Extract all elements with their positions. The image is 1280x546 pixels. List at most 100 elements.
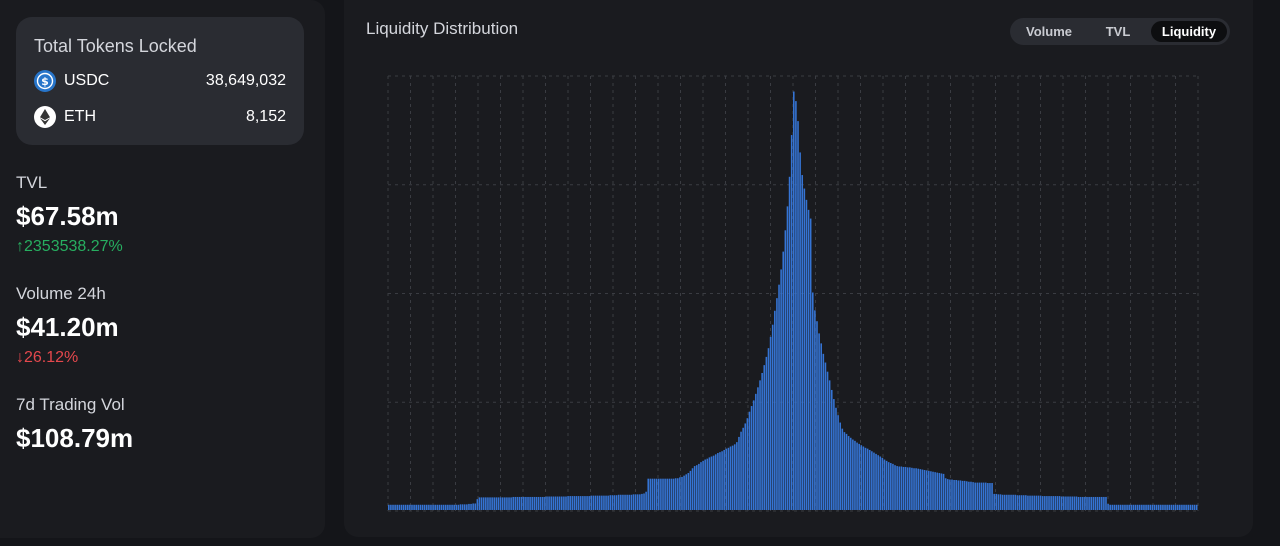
liquidity-bar[interactable] <box>742 427 744 510</box>
liquidity-bar[interactable] <box>632 494 635 510</box>
liquidity-bar[interactable] <box>596 495 599 510</box>
liquidity-bar[interactable] <box>440 504 443 510</box>
liquidity-bar[interactable] <box>1105 496 1107 510</box>
liquidity-bar[interactable] <box>1174 504 1177 510</box>
liquidity-bar[interactable] <box>704 459 706 510</box>
liquidity-bar[interactable] <box>681 476 683 510</box>
liquidity-bar[interactable] <box>1141 504 1143 510</box>
liquidity-bar[interactable] <box>757 387 759 510</box>
liquidity-bar[interactable] <box>687 473 690 510</box>
liquidity-bar[interactable] <box>748 411 751 510</box>
liquidity-bar[interactable] <box>909 467 911 510</box>
liquidity-bar[interactable] <box>423 504 426 510</box>
liquidity-bar[interactable] <box>793 91 795 510</box>
liquidity-bar[interactable] <box>744 423 747 510</box>
liquidity-bar[interactable] <box>911 467 913 510</box>
liquidity-bar[interactable] <box>554 496 557 510</box>
liquidity-bar[interactable] <box>1075 496 1078 510</box>
liquidity-bar[interactable] <box>803 188 806 510</box>
liquidity-bar[interactable] <box>415 504 417 510</box>
liquidity-bar[interactable] <box>571 496 574 510</box>
liquidity-bar[interactable] <box>567 496 569 510</box>
liquidity-bar[interactable] <box>1145 504 1147 510</box>
liquidity-bar[interactable] <box>786 206 789 510</box>
liquidity-bar[interactable] <box>854 440 856 510</box>
liquidity-bar[interactable] <box>776 298 778 510</box>
liquidity-bar[interactable] <box>662 478 664 510</box>
liquidity-bar[interactable] <box>738 436 740 510</box>
liquidity-bar[interactable] <box>736 442 738 510</box>
liquidity-bar[interactable] <box>702 460 704 511</box>
liquidity-bar[interactable] <box>984 482 987 511</box>
liquidity-bar[interactable] <box>858 443 860 510</box>
liquidity-bar[interactable] <box>1195 504 1198 510</box>
liquidity-bar[interactable] <box>1012 494 1014 510</box>
liquidity-bar[interactable] <box>1162 504 1164 510</box>
liquidity-bar[interactable] <box>565 496 567 510</box>
liquidity-bar[interactable] <box>934 472 936 510</box>
liquidity-bar[interactable] <box>894 465 896 510</box>
liquidity-bar[interactable] <box>710 456 713 511</box>
liquidity-bar[interactable] <box>442 504 445 510</box>
liquidity-bar[interactable] <box>797 121 799 511</box>
liquidity-bar[interactable] <box>1179 504 1181 510</box>
liquidity-bar[interactable] <box>946 479 949 510</box>
liquidity-bar[interactable] <box>1138 504 1141 510</box>
liquidity-bar[interactable] <box>1126 504 1128 510</box>
liquidity-bar[interactable] <box>539 496 542 510</box>
liquidity-bar[interactable] <box>451 504 453 510</box>
liquidity-bar[interactable] <box>529 496 531 510</box>
liquidity-bar[interactable] <box>575 496 578 510</box>
tab-tvl[interactable]: TVL <box>1105 24 1131 39</box>
liquidity-bar[interactable] <box>645 491 647 510</box>
liquidity-bar[interactable] <box>1147 504 1149 510</box>
liquidity-bar[interactable] <box>1151 504 1154 510</box>
liquidity-bar[interactable] <box>761 372 763 511</box>
liquidity-bar[interactable] <box>731 445 734 510</box>
liquidity-bar[interactable] <box>820 343 822 510</box>
liquidity-bar[interactable] <box>563 496 565 510</box>
liquidity-bar[interactable] <box>419 504 422 510</box>
liquidity-bar[interactable] <box>584 496 586 510</box>
liquidity-bar[interactable] <box>592 495 595 510</box>
liquidity-bar[interactable] <box>1117 504 1120 510</box>
liquidity-bar[interactable] <box>980 482 983 511</box>
liquidity-bar[interactable] <box>771 324 774 510</box>
liquidity-bar[interactable] <box>683 475 685 510</box>
liquidity-bar[interactable] <box>784 230 787 511</box>
liquidity-bar[interactable] <box>1172 504 1175 510</box>
liquidity-bar[interactable] <box>518 496 521 510</box>
liquidity-bar[interactable] <box>1003 494 1006 510</box>
liquidity-bar[interactable] <box>989 483 991 510</box>
liquidity-bar[interactable] <box>672 478 675 510</box>
liquidity-bar[interactable] <box>605 495 607 510</box>
liquidity-bar[interactable] <box>951 479 953 510</box>
liquidity-bar[interactable] <box>525 496 527 510</box>
liquidity-bar[interactable] <box>392 504 394 510</box>
liquidity-bar[interactable] <box>963 480 966 511</box>
liquidity-bar[interactable] <box>993 493 995 510</box>
liquidity-bar[interactable] <box>432 504 434 510</box>
liquidity-bar[interactable] <box>991 483 993 510</box>
liquidity-bar[interactable] <box>520 496 523 510</box>
liquidity-bar[interactable] <box>1039 495 1042 510</box>
liquidity-bar[interactable] <box>957 480 960 510</box>
liquidity-bar[interactable] <box>877 455 879 510</box>
liquidity-bar[interactable] <box>1020 495 1023 510</box>
liquidity-bar[interactable] <box>759 380 761 510</box>
liquidity-bar[interactable] <box>624 494 626 510</box>
liquidity-bar[interactable] <box>871 451 873 510</box>
liquidity-bar[interactable] <box>746 418 749 510</box>
liquidity-bar[interactable] <box>474 503 477 510</box>
liquidity-bar[interactable] <box>847 436 850 510</box>
liquidity-bar[interactable] <box>409 504 411 510</box>
liquidity-bar[interactable] <box>404 504 407 510</box>
liquidity-bar[interactable] <box>470 503 472 510</box>
liquidity-bar[interactable] <box>516 496 519 510</box>
liquidity-bar[interactable] <box>837 415 839 510</box>
liquidity-bar[interactable] <box>898 466 901 511</box>
liquidity-bar[interactable] <box>1155 504 1158 510</box>
liquidity-bar[interactable] <box>921 469 924 511</box>
liquidity-bar[interactable] <box>1086 496 1088 510</box>
liquidity-bar[interactable] <box>413 504 415 510</box>
